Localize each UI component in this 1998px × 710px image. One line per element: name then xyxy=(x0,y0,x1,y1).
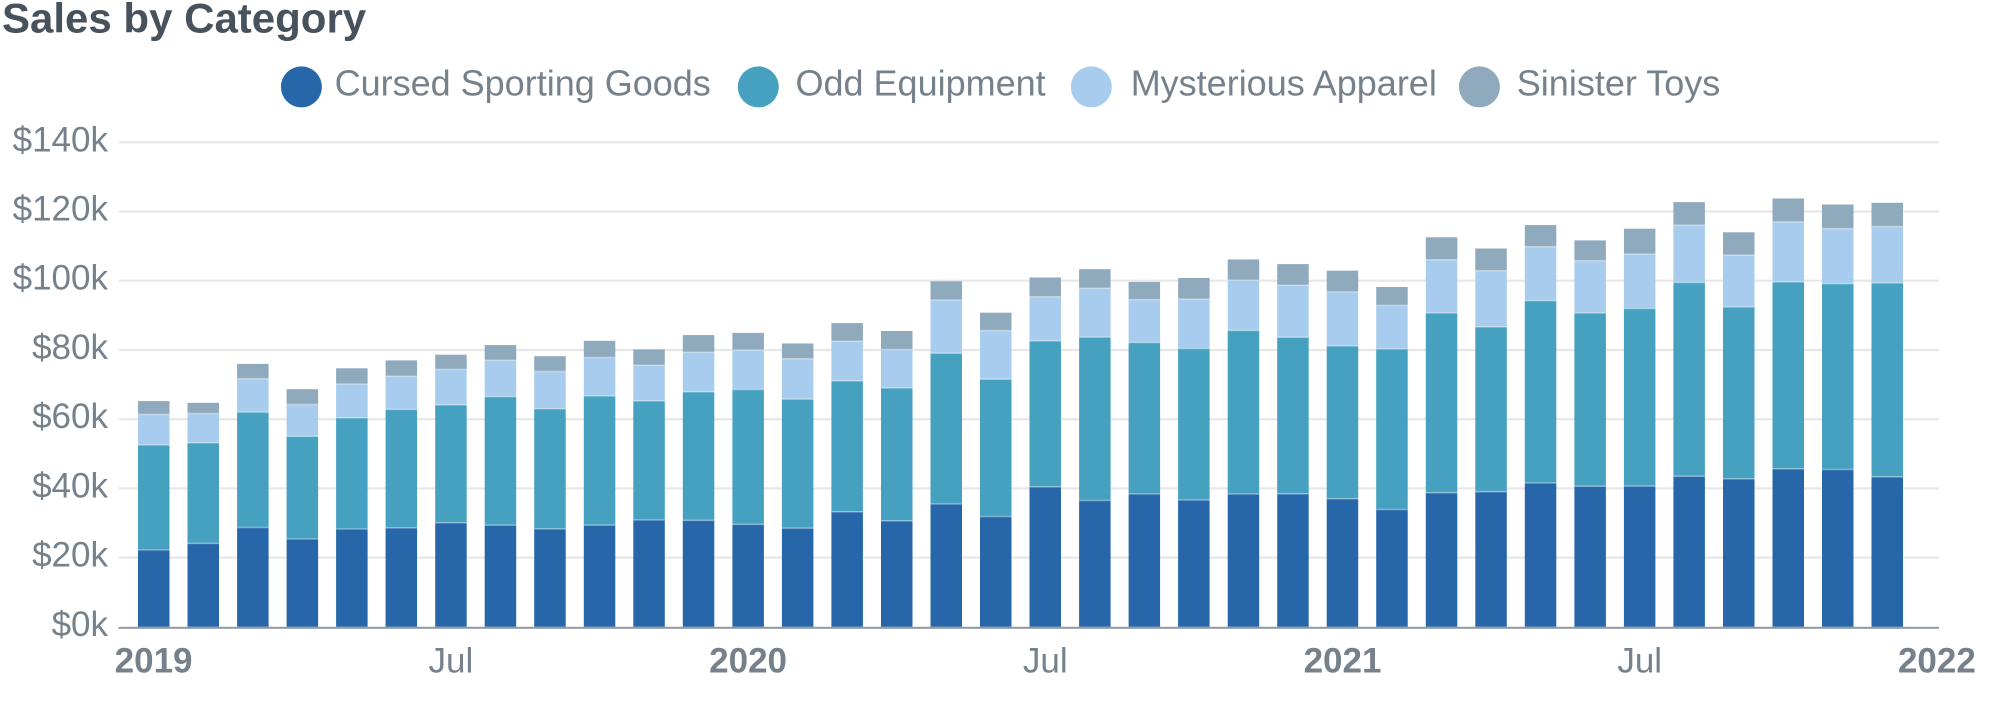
svg-text:Jul: Jul xyxy=(1023,641,1068,680)
svg-text:$60k: $60k xyxy=(32,397,108,436)
svg-text:$120k: $120k xyxy=(13,190,109,229)
svg-text:$140k: $140k xyxy=(13,120,109,159)
svg-text:Mysterious Apparel: Mysterious Apparel xyxy=(1131,63,1437,104)
svg-text:2021: 2021 xyxy=(1304,641,1382,680)
svg-text:2020: 2020 xyxy=(709,641,787,680)
svg-text:Odd Equipment: Odd Equipment xyxy=(796,63,1046,104)
svg-text:$80k: $80k xyxy=(32,328,108,367)
svg-text:$0k: $0k xyxy=(52,605,109,644)
svg-text:Sinister Toys: Sinister Toys xyxy=(1517,63,1720,104)
svg-text:2022: 2022 xyxy=(1898,641,1976,680)
svg-text:Sales by Category: Sales by Category xyxy=(2,0,367,41)
svg-text:$40k: $40k xyxy=(32,466,108,505)
svg-text:Jul: Jul xyxy=(1617,641,1662,680)
svg-text:2019: 2019 xyxy=(115,641,193,680)
svg-text:Cursed Sporting Goods: Cursed Sporting Goods xyxy=(335,63,711,104)
svg-text:Jul: Jul xyxy=(429,641,474,680)
svg-text:$100k: $100k xyxy=(13,259,109,298)
svg-text:$20k: $20k xyxy=(32,536,108,575)
